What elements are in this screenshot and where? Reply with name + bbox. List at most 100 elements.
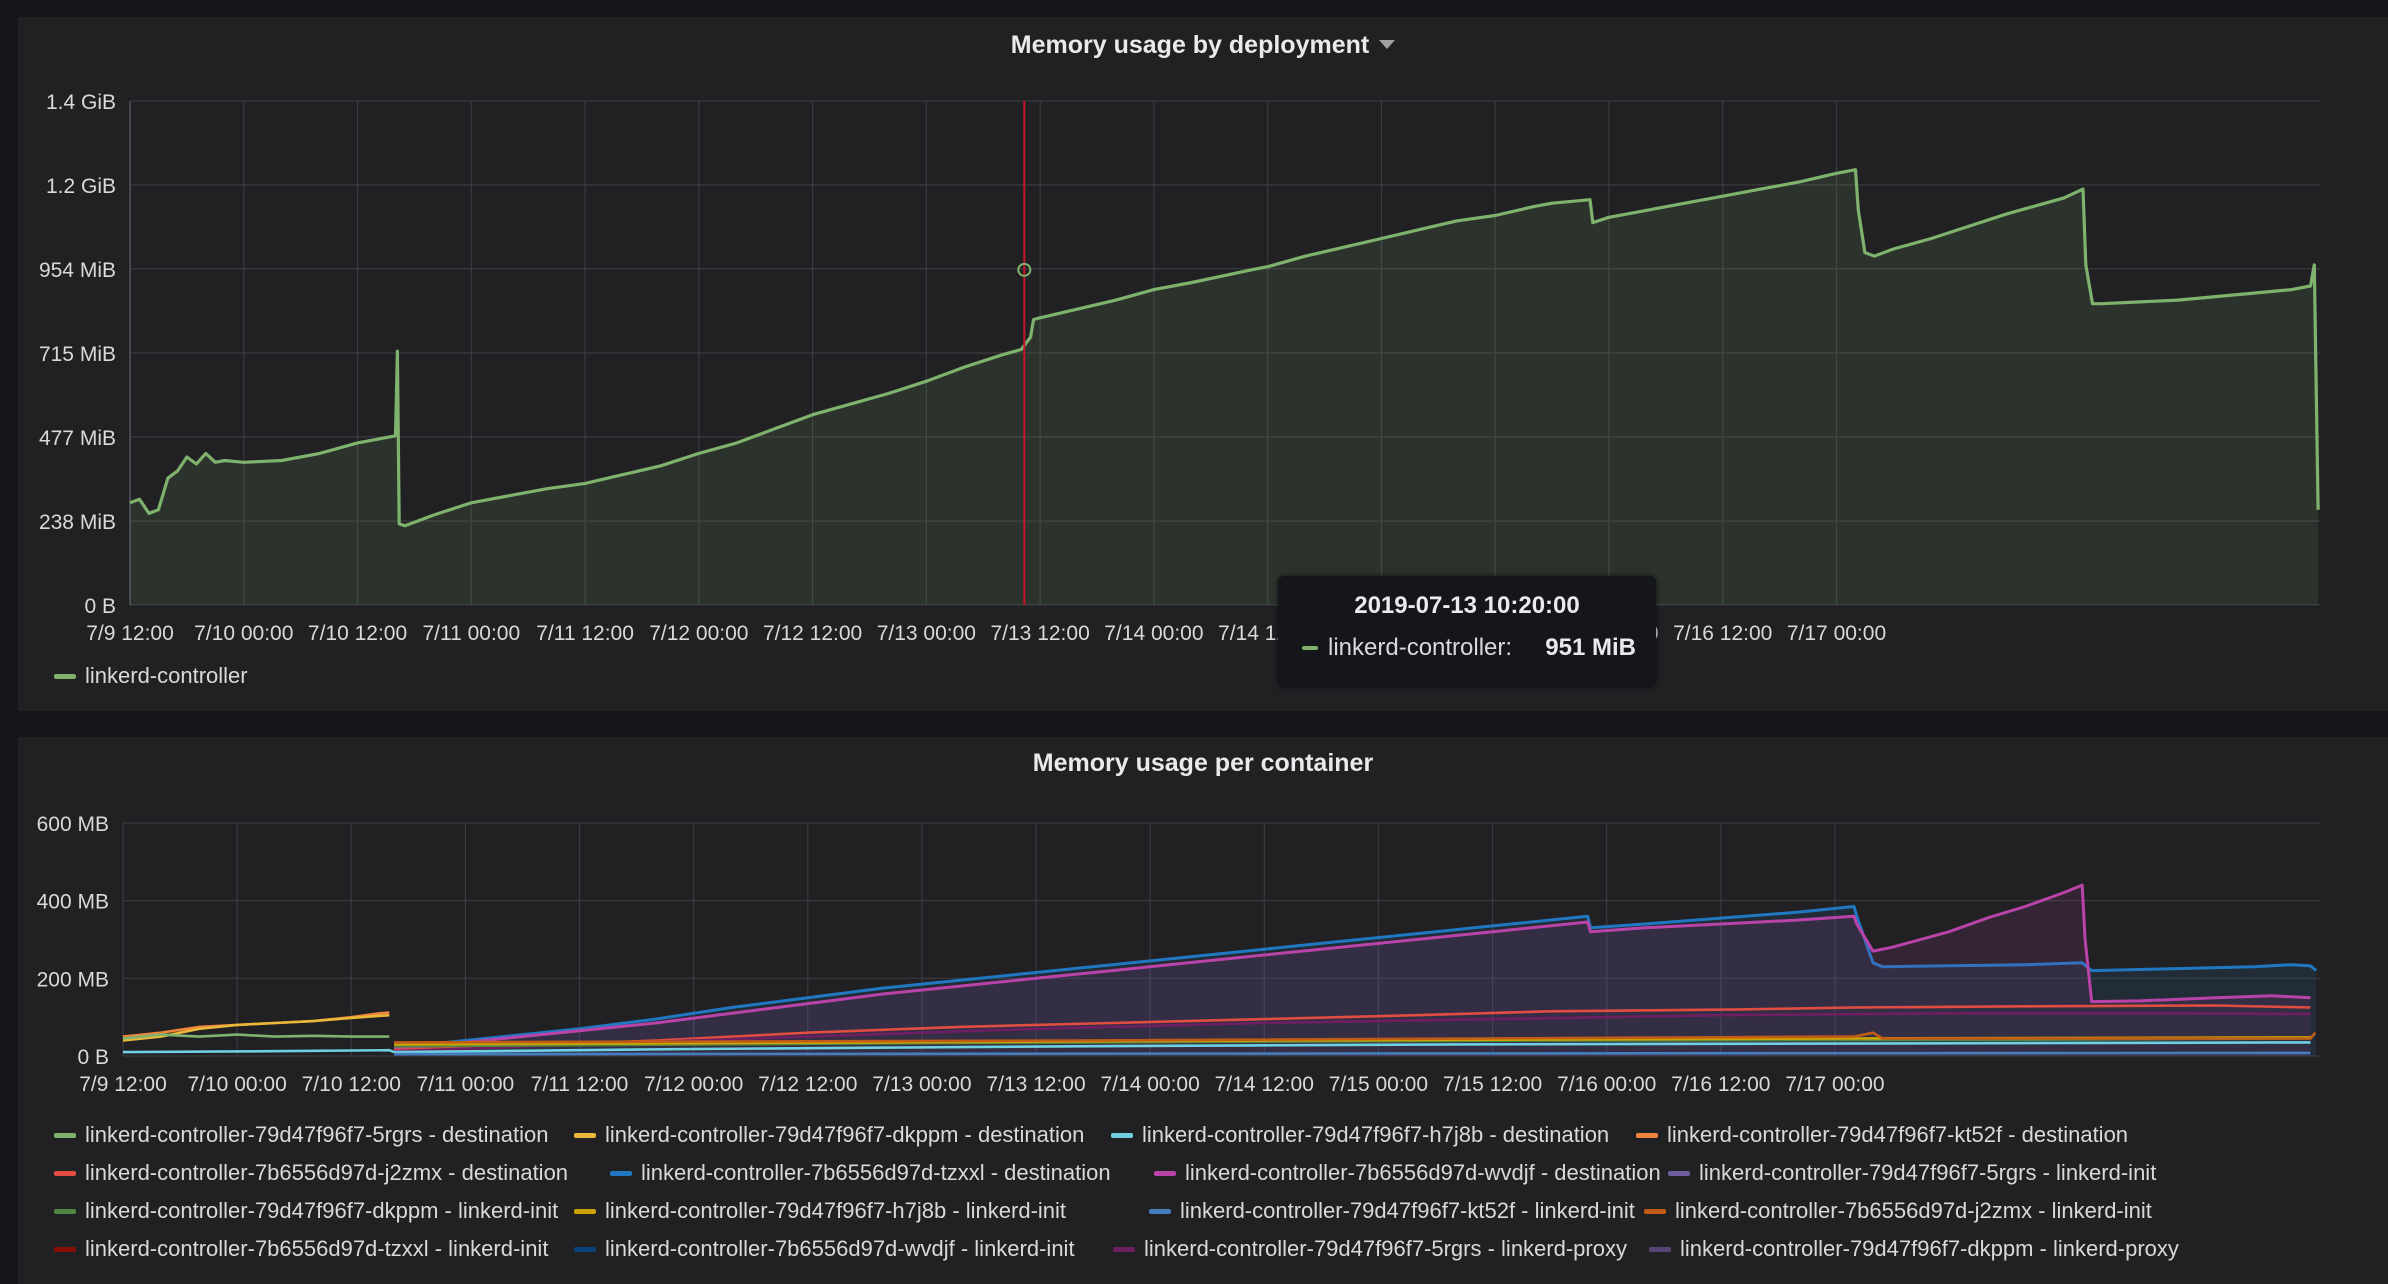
legend-label: linkerd-controller-79d47f96f7-kt52f - de… bbox=[1667, 1122, 2129, 1147]
tooltip-time: 2019-07-13 10:20:00 bbox=[1354, 592, 1580, 619]
legend-label: linkerd-controller-7b6556d97d-tzxxl - de… bbox=[641, 1160, 1111, 1185]
x-tick-label: 7/9 12:00 bbox=[79, 1073, 167, 1096]
legend-label: linkerd-controller-7b6556d97d-j2zmx - de… bbox=[85, 1160, 569, 1185]
container-grid: 0 B 200 MB 400 MB 600 MB 7/9 12:00 7/10 00:00… bbox=[37, 813, 2320, 1096]
legend-swatch bbox=[54, 1132, 76, 1138]
legend-swatch bbox=[1644, 1208, 1666, 1214]
tooltip-value: 951 MiB bbox=[1545, 634, 1636, 661]
legend-item[interactable]: linkerd-controller-79d47f96f7-dkppm - li… bbox=[54, 1198, 558, 1224]
legend-item[interactable]: linkerd-controller-79d47f96f7-5rgrs - li… bbox=[1668, 1160, 2156, 1186]
x-tick-label: 7/16 00:00 bbox=[1557, 1073, 1656, 1096]
y-tick-label: 400 MB bbox=[37, 891, 109, 914]
y-tick-label: 200 MB bbox=[37, 968, 109, 991]
x-tick-label: 7/13 00:00 bbox=[877, 622, 976, 645]
panel-title-text: Memory usage by deployment bbox=[1010, 31, 1370, 59]
x-tick-label: 7/10 12:00 bbox=[308, 622, 407, 645]
x-tick-label: 7/9 12:00 bbox=[86, 622, 174, 645]
y-tick-label: 715 MiB bbox=[39, 343, 116, 366]
legend-label: linkerd-controller-7b6556d97d-j2zmx - li… bbox=[1675, 1198, 2152, 1223]
hover-tooltip: 2019-07-13 10:20:00 linkerd-controller: … bbox=[1278, 576, 1656, 687]
x-tick-label: 7/12 12:00 bbox=[758, 1073, 857, 1096]
legend-item[interactable]: linkerd-controller-79d47f96f7-dkppm - de… bbox=[574, 1122, 1084, 1148]
legend-swatch bbox=[54, 673, 76, 679]
x-tick-label: 7/11 00:00 bbox=[422, 622, 520, 645]
legend-label: linkerd-controller bbox=[85, 663, 248, 688]
series-area bbox=[394, 885, 2311, 1056]
x-tick-label: 7/14 00:00 bbox=[1101, 1073, 1200, 1096]
legend-item[interactable]: linkerd-controller bbox=[54, 663, 248, 689]
y-tick-label: 477 MiB bbox=[39, 427, 116, 450]
legend-label: linkerd-controller-79d47f96f7-5rgrs - li… bbox=[1699, 1160, 2157, 1185]
legend-label: linkerd-controller-79d47f96f7-h7j8b - li… bbox=[605, 1198, 1067, 1223]
chevron-down-icon[interactable] bbox=[1379, 39, 1396, 49]
series-line[interactable] bbox=[129, 168, 2320, 528]
series-line[interactable] bbox=[122, 1033, 390, 1040]
legend-swatch bbox=[1149, 1208, 1171, 1214]
y-tick-label: 1.4 GiB bbox=[46, 91, 116, 114]
panel-title-deployment[interactable]: Memory usage by deployment bbox=[18, 31, 2388, 60]
legend-item[interactable]: linkerd-controller-7b6556d97d-j2zmx - de… bbox=[54, 1160, 568, 1186]
x-tick-label: 7/10 00:00 bbox=[194, 622, 293, 645]
container-chart[interactable]: 0 B 200 MB 400 MB 600 MB 7/9 12:00 7/10 00:00… bbox=[18, 737, 2388, 1284]
x-tick-label: 7/16 12:00 bbox=[1671, 1073, 1770, 1096]
legend-swatch bbox=[1636, 1132, 1658, 1138]
series-line[interactable] bbox=[122, 1041, 2311, 1054]
x-tick-label: 7/13 00:00 bbox=[872, 1073, 971, 1096]
x-tick-label: 7/14 00:00 bbox=[1104, 622, 1203, 645]
legend-label: linkerd-controller-79d47f96f7-5rgrs - li… bbox=[1144, 1236, 1627, 1261]
tooltip-swatch bbox=[1302, 646, 1318, 650]
x-tick-label: 7/12 00:00 bbox=[644, 1073, 743, 1096]
legend-label: linkerd-controller-7b6556d97d-wvdjf - li… bbox=[605, 1236, 1075, 1261]
tooltip-row: linkerd-controller: 951 MiB bbox=[1302, 634, 1636, 662]
legend-swatch bbox=[1113, 1246, 1135, 1252]
legend-item[interactable]: linkerd-controller-79d47f96f7-5rgrs - li… bbox=[1113, 1236, 1627, 1262]
legend-item[interactable]: linkerd-controller-7b6556d97d-tzxxl - de… bbox=[610, 1160, 1111, 1186]
x-tick-label: 7/17 00:00 bbox=[1785, 1073, 1884, 1096]
series-area bbox=[394, 906, 2317, 1056]
x-tick-label: 7/11 12:00 bbox=[536, 622, 634, 645]
legend-item[interactable]: linkerd-controller-79d47f96f7-5rgrs - de… bbox=[54, 1122, 548, 1148]
y-tick-label: 954 MiB bbox=[39, 259, 116, 282]
x-tick-label: 7/12 12:00 bbox=[763, 622, 862, 645]
legend-swatch bbox=[574, 1132, 596, 1138]
legend-item[interactable]: linkerd-controller-7b6556d97d-wvdjf - de… bbox=[1154, 1160, 1661, 1186]
legend-swatch bbox=[54, 1208, 76, 1214]
x-tick-label: 7/17 00:00 bbox=[1787, 622, 1886, 645]
legend-item[interactable]: linkerd-controller-79d47f96f7-h7j8b - de… bbox=[1111, 1122, 1609, 1148]
y-tick-label: 600 MB bbox=[37, 813, 109, 836]
x-tick-label: 7/15 12:00 bbox=[1443, 1073, 1542, 1096]
x-tick-label: 7/14 12:00 bbox=[1215, 1073, 1314, 1096]
legend-item[interactable]: linkerd-controller-79d47f96f7-kt52f - li… bbox=[1149, 1198, 1635, 1224]
legend-item[interactable]: linkerd-controller-79d47f96f7-dkppm - li… bbox=[1649, 1236, 2179, 1262]
hover-point bbox=[1017, 262, 1032, 277]
series-line[interactable] bbox=[394, 1004, 2311, 1052]
legend-label: linkerd-controller-7b6556d97d-tzxxl - li… bbox=[85, 1236, 549, 1261]
memory-per-container-panel: Memory usage per container 0 B 200 MB 400 … bbox=[18, 737, 2388, 1284]
x-tick-label: 7/13 12:00 bbox=[990, 622, 1089, 645]
legend-swatch bbox=[54, 1246, 76, 1252]
legend-item[interactable]: linkerd-controller-79d47f96f7-h7j8b - li… bbox=[574, 1198, 1066, 1224]
series-area bbox=[130, 169, 2319, 605]
deployment-chart[interactable]: 0 B 238 MiB 477 MiB 715 MiB 954 MiB 1.2 GiB 1.… bbox=[18, 17, 2388, 711]
tooltip-series: linkerd-controller: bbox=[1328, 634, 1513, 661]
series-line[interactable] bbox=[393, 883, 2311, 1051]
legend-item[interactable]: linkerd-controller-7b6556d97d-j2zmx - li… bbox=[1644, 1198, 2152, 1224]
legend-label: linkerd-controller-79d47f96f7-dkppm - de… bbox=[605, 1122, 1085, 1147]
x-tick-label: 7/11 00:00 bbox=[417, 1073, 515, 1096]
legend-item[interactable]: linkerd-controller-7b6556d97d-wvdjf - li… bbox=[574, 1236, 1075, 1262]
legend-item[interactable]: linkerd-controller-79d47f96f7-kt52f - de… bbox=[1636, 1122, 2128, 1148]
x-tick-label: 7/13 12:00 bbox=[986, 1073, 1085, 1096]
legend-swatch bbox=[610, 1170, 632, 1176]
series-line[interactable] bbox=[394, 1051, 2311, 1056]
x-tick-label: 7/10 00:00 bbox=[187, 1073, 286, 1096]
x-tick-label: 7/16 12:00 bbox=[1673, 622, 1772, 645]
legend-swatch bbox=[1649, 1246, 1671, 1252]
legend-swatch bbox=[574, 1208, 596, 1214]
x-tick-label: 7/15 00:00 bbox=[1329, 1073, 1428, 1096]
panel-title-container[interactable]: Memory usage per container bbox=[1032, 749, 1374, 777]
legend-item[interactable]: linkerd-controller-7b6556d97d-tzxxl - li… bbox=[54, 1236, 548, 1262]
legend-swatch bbox=[1668, 1170, 1690, 1176]
y-tick-label: 0 B bbox=[77, 1046, 109, 1069]
legend-swatch bbox=[1154, 1170, 1176, 1176]
series-line[interactable] bbox=[394, 1031, 2317, 1044]
